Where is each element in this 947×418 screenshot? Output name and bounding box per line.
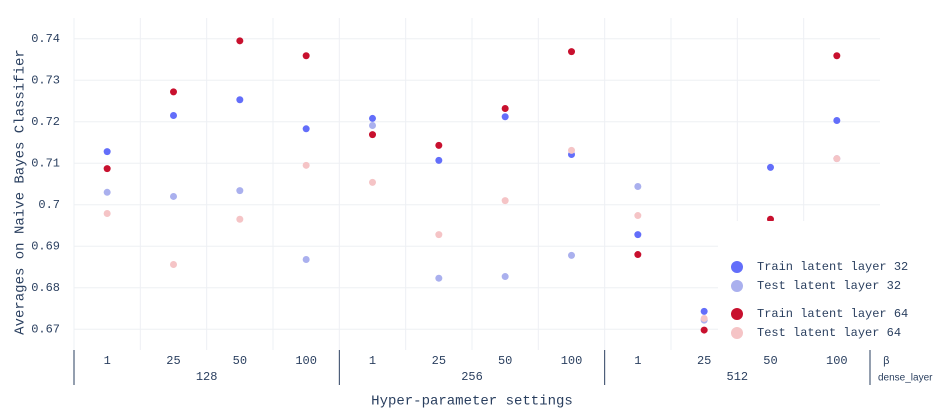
x-group-label: 512 bbox=[727, 370, 749, 384]
point bbox=[302, 52, 310, 60]
legend-label: Test latent layer 32 bbox=[757, 279, 901, 293]
point bbox=[302, 256, 310, 264]
x-tick-label: 100 bbox=[561, 354, 583, 368]
x-tick-label: 25 bbox=[432, 354, 446, 368]
y-axis-title: Averages on Naive Bayes Classifier bbox=[13, 49, 29, 335]
point bbox=[767, 163, 774, 171]
x-tick-label: 100 bbox=[295, 354, 317, 368]
point bbox=[369, 121, 376, 129]
point bbox=[170, 192, 177, 200]
x-tick-label: 1 bbox=[634, 354, 641, 368]
x-tick-label: 50 bbox=[763, 354, 777, 368]
point bbox=[435, 156, 443, 164]
legend-label: Train latent layer 32 bbox=[757, 260, 908, 274]
point bbox=[103, 165, 111, 173]
x-tick-label: 1 bbox=[104, 354, 111, 368]
point bbox=[369, 178, 376, 186]
legend-marker bbox=[731, 280, 743, 292]
point bbox=[501, 104, 509, 112]
legend-marker bbox=[731, 308, 743, 320]
y-tick-label: 0.72 bbox=[31, 115, 60, 129]
legend-marker bbox=[731, 327, 743, 339]
y-tick-label: 0.68 bbox=[31, 281, 60, 295]
y-tick-label: 0.73 bbox=[31, 73, 60, 87]
x-level-title: β bbox=[883, 356, 890, 368]
x-axis-title: Hyper-parameter settings bbox=[371, 394, 573, 410]
point bbox=[369, 131, 376, 139]
x-tick-label: 25 bbox=[166, 354, 180, 368]
legend-marker bbox=[731, 261, 743, 273]
point bbox=[103, 209, 111, 217]
point bbox=[103, 188, 111, 196]
point bbox=[236, 37, 244, 45]
legend-label: Test latent layer 64 bbox=[757, 326, 901, 340]
x-group-label: 256 bbox=[461, 370, 483, 384]
point bbox=[700, 326, 708, 334]
point bbox=[103, 148, 111, 156]
point bbox=[302, 125, 310, 133]
point bbox=[833, 155, 841, 163]
x-tick-label: 25 bbox=[697, 354, 711, 368]
y-tick-label: 0.71 bbox=[31, 156, 60, 170]
point bbox=[170, 261, 177, 269]
point bbox=[634, 212, 642, 220]
point bbox=[435, 231, 443, 239]
point bbox=[369, 114, 376, 122]
x-group-label: 128 bbox=[196, 370, 218, 384]
point bbox=[170, 112, 177, 120]
point bbox=[568, 146, 575, 154]
point bbox=[833, 117, 841, 125]
point bbox=[568, 251, 575, 259]
y-tick-label: 0.69 bbox=[31, 239, 60, 253]
legend-box bbox=[718, 221, 947, 350]
point bbox=[435, 274, 443, 282]
point bbox=[568, 48, 575, 56]
point bbox=[236, 96, 244, 104]
point bbox=[170, 88, 177, 96]
point bbox=[634, 231, 642, 239]
point bbox=[302, 161, 310, 169]
x-level-title: dense_layer bbox=[878, 373, 933, 384]
point bbox=[700, 307, 708, 315]
point bbox=[435, 141, 443, 149]
point bbox=[634, 251, 642, 259]
point bbox=[833, 52, 841, 60]
x-tick-label: 50 bbox=[498, 354, 512, 368]
point bbox=[236, 215, 244, 223]
point bbox=[634, 182, 642, 190]
point bbox=[501, 197, 509, 205]
legend-label: Train latent layer 64 bbox=[757, 307, 908, 321]
point bbox=[700, 314, 708, 322]
y-tick-label: 0.74 bbox=[31, 32, 60, 46]
x-tick-label: 1 bbox=[369, 354, 376, 368]
point bbox=[501, 113, 509, 121]
y-tick-label: 0.67 bbox=[31, 322, 60, 336]
point bbox=[501, 273, 509, 281]
y-tick-label: 0.7 bbox=[38, 198, 60, 212]
point bbox=[236, 187, 244, 195]
x-tick-label: 100 bbox=[826, 354, 848, 368]
x-tick-label: 50 bbox=[233, 354, 247, 368]
